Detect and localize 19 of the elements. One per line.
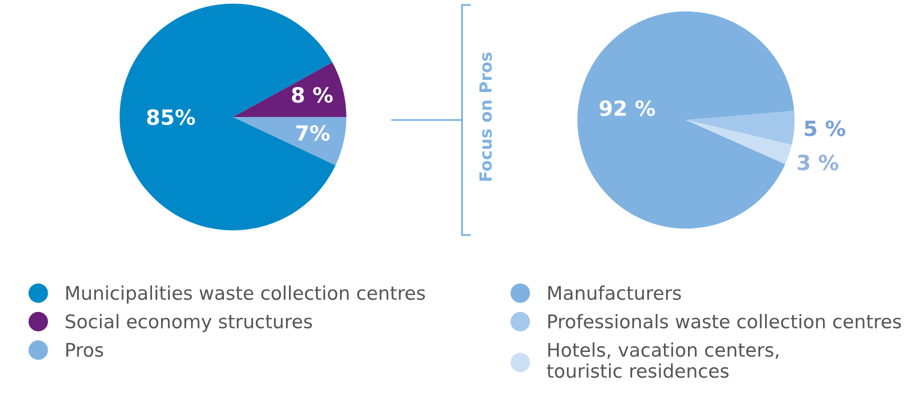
legend-label: Pros xyxy=(66,342,104,357)
data-label: 85% xyxy=(147,109,195,126)
pie-slice xyxy=(577,11,794,229)
data-label: 92 % xyxy=(600,100,656,116)
legend-label: Hotels, vacation centers, touristic residences xyxy=(547,342,778,378)
data-label: 7% xyxy=(296,125,330,141)
pie-slice xyxy=(233,117,346,166)
data-label: 8 % xyxy=(292,86,333,103)
legend-label: Professionals waste collection centres xyxy=(548,314,902,328)
pie-slice xyxy=(233,62,346,117)
pie-slice xyxy=(686,110,795,145)
legend-label: Municipalities waste collection centres xyxy=(66,286,425,304)
data-label: 3 % xyxy=(798,154,838,170)
pie-slice xyxy=(120,4,336,230)
text: Focus on Pros xyxy=(479,52,492,181)
legend-label: Manufacturers xyxy=(548,286,681,300)
data-label: 5 % xyxy=(804,120,846,136)
legend-label: Social economy structures xyxy=(66,314,312,332)
pie-slice xyxy=(686,120,792,164)
